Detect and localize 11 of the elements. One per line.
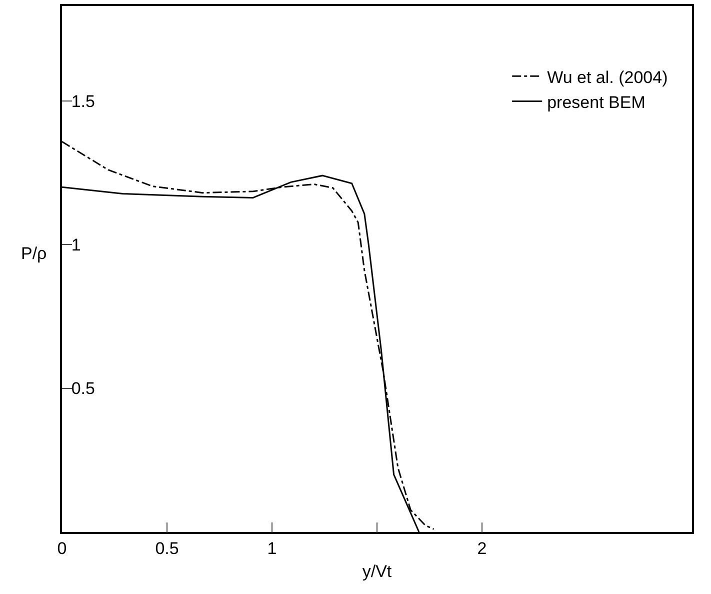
y-axis-title: P/ρ [21, 244, 47, 263]
x-axis-title: y/Vt [362, 562, 392, 582]
x-tick-label: 0 [57, 539, 67, 558]
legend-label: present BEM [547, 92, 646, 112]
x-tick-label: 2 [477, 539, 487, 558]
legend-label: Wu et al. (2004) [547, 68, 668, 87]
y-tick-label: 1 [71, 236, 81, 255]
y-tick-label: 0.5 [71, 379, 95, 398]
x-tick-label: 0.5 [155, 539, 179, 558]
x-tick-label: 1 [267, 539, 277, 558]
y-tick-label: 1.5 [71, 92, 95, 111]
